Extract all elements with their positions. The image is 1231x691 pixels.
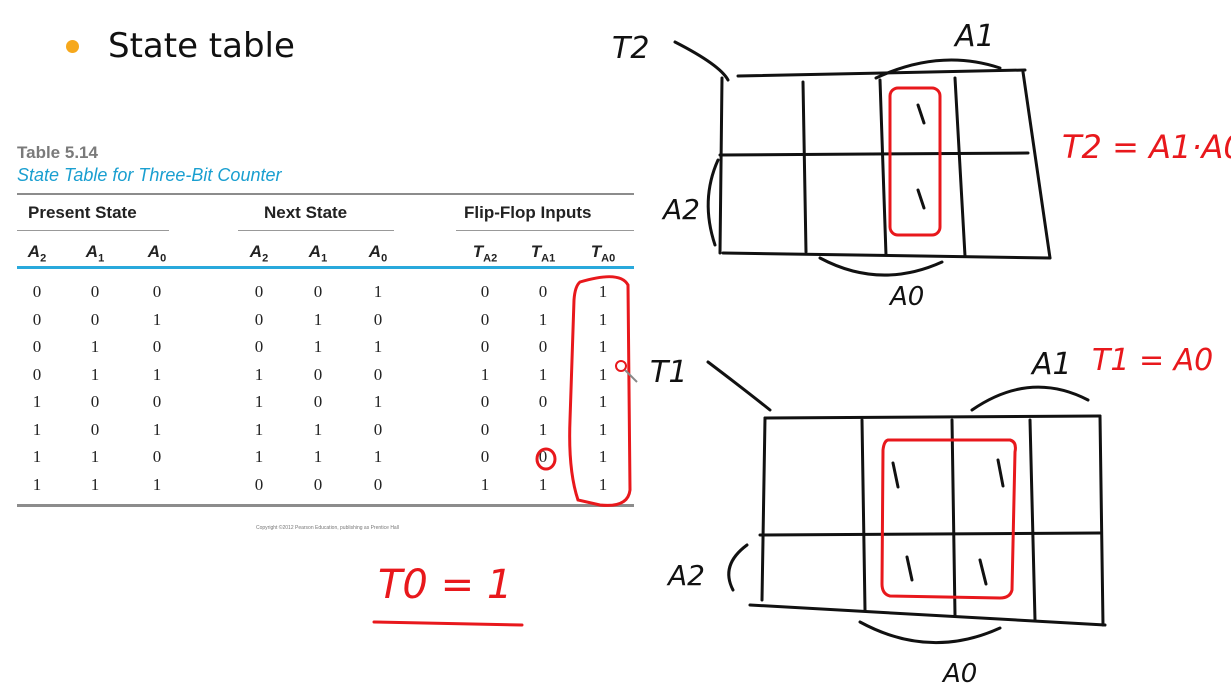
equation-t2: T2 = A1·A0 [1062,128,1231,166]
label-a0-top: A0 [888,282,924,312]
kmap-t1-ones [893,460,1003,584]
label-a2-top: A2 [661,193,700,226]
label-t1: T1 [650,355,687,390]
circled-zero [537,449,555,469]
kmap-t2 [675,42,1050,275]
kmap-t2-group [890,88,940,235]
kmap-t2-ones [918,105,924,208]
kmap-t1-group [882,440,1015,598]
label-a0-bottom: A0 [941,659,977,689]
pointer-dot [616,361,626,371]
kmap-t1 [708,362,1105,643]
label-t2: T2 [612,31,649,66]
label-a1-bottom: A1 [1030,347,1072,382]
t0-underline [374,622,522,625]
label-a1-top: A1 [953,19,995,54]
equation-t0: T0 = 1 [378,562,512,608]
pointer-tail [625,370,637,382]
t-a0-highlight [570,277,630,506]
label-a2-bottom: A2 [666,559,705,592]
equation-t1: T1 = A0 [1092,343,1213,378]
